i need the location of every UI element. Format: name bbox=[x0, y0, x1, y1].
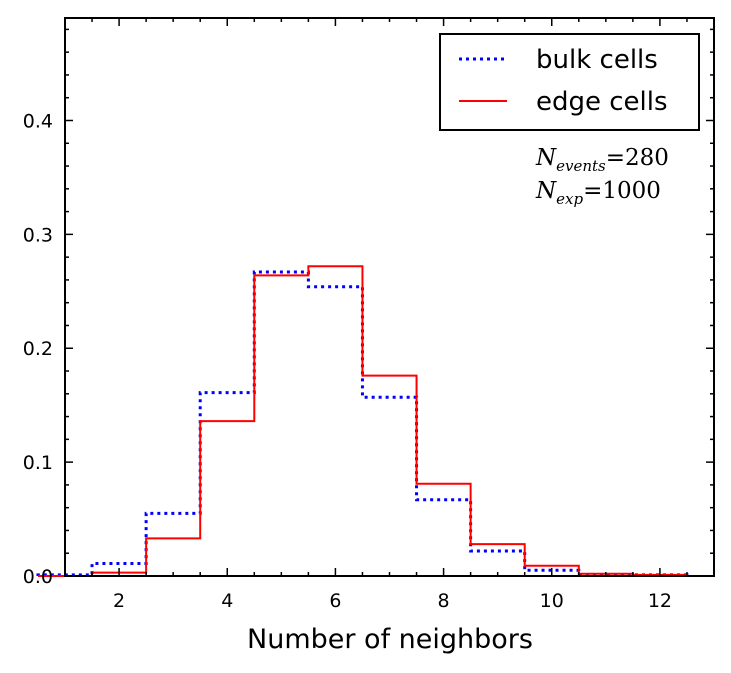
legend-box bbox=[439, 33, 700, 131]
y-tick-label: 0.4 bbox=[23, 110, 53, 132]
legend-label-bulk-cells: bulk cells bbox=[536, 45, 658, 75]
annotation-experiments: Nexp=1000 bbox=[535, 178, 661, 208]
plot-frame bbox=[64, 17, 715, 577]
y-tick-labels: 0.0 0.1 0.2 0.3 0.4 bbox=[23, 110, 53, 588]
legend-label-edge-cells: edge cells bbox=[536, 87, 668, 117]
x-tick-label: 12 bbox=[648, 590, 672, 612]
annotation-block: Nevents=280 Nexp=1000 bbox=[535, 145, 669, 208]
y-tick-label: 0.3 bbox=[23, 224, 53, 246]
x-tick-label: 2 bbox=[113, 590, 125, 612]
legend: bulk cells edge cells bbox=[439, 33, 700, 131]
annotation-events: Nevents=280 bbox=[535, 145, 669, 175]
x-tick-label: 10 bbox=[540, 590, 564, 612]
x-tick-labels: 2 4 6 8 10 12 bbox=[113, 590, 672, 612]
x-tick-label: 6 bbox=[329, 590, 341, 612]
y-tick-label: 0.1 bbox=[23, 452, 53, 474]
y-tick-label: 0.2 bbox=[23, 338, 53, 360]
x-tick-label: 8 bbox=[438, 590, 450, 612]
x-tick-label: 4 bbox=[221, 590, 233, 612]
y-tick-label: 0.0 bbox=[23, 566, 53, 588]
x-axis-label: Number of neighbors bbox=[247, 624, 533, 655]
